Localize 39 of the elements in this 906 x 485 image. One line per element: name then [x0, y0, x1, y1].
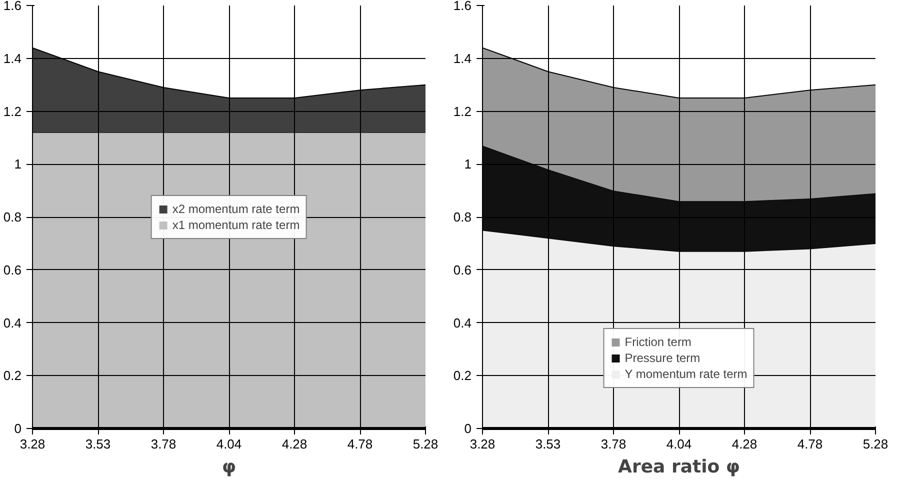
x-tick-label: 5.28	[862, 436, 888, 452]
y-tick-label: 0.4	[3, 315, 22, 330]
x-tick-label: 4.78	[797, 436, 823, 452]
x-tick-label: 3.78	[600, 436, 626, 452]
x-tick-label: 3.53	[85, 436, 111, 452]
x-tick-label: 4.04	[666, 436, 692, 452]
legend-label: Pressure term	[624, 351, 700, 365]
x-axis-title: Area ratio φ	[618, 456, 740, 478]
y-tick-label: 0.2	[3, 368, 22, 384]
x-tick-label: 3.78	[150, 436, 176, 452]
y-tick-label: 0.6	[453, 262, 472, 278]
y-tick-label: 0.2	[453, 368, 472, 384]
x-axis-title: φ	[222, 456, 236, 478]
x-tick-label: 5.28	[412, 436, 438, 452]
x-tick-label: 4.04	[216, 436, 242, 452]
y-tick-label: 1.2	[453, 104, 472, 119]
y-tick-label: 0.8	[3, 210, 22, 224]
x-tick-label: 4.28	[282, 436, 308, 452]
y-tick-label: 1.4	[453, 50, 472, 66]
x-tick-label: 4.78	[347, 436, 373, 452]
y-tick-label: 1.6	[453, 0, 472, 13]
legend-label: Y momentum rate term	[624, 367, 748, 381]
x-tick-label: 3.28	[470, 436, 496, 452]
x-tick-label: 4.28	[732, 436, 758, 452]
y-tick-label: 1	[14, 156, 22, 172]
y-tick-label: 0	[464, 421, 472, 436]
legend-label: x1 momentum rate term	[172, 218, 300, 232]
y-tick-label: 0.8	[453, 210, 472, 224]
y-tick-label: 0.6	[3, 262, 22, 278]
y-tick-label: 1	[464, 156, 472, 172]
y-tick-label: 0	[14, 421, 22, 436]
y-tick-label: 0.4	[453, 315, 472, 330]
y-tick-label: 1.6	[3, 0, 22, 13]
legend-label: x2 momentum rate term	[172, 202, 300, 216]
x-tick-label: 3.28	[20, 436, 46, 452]
y-tick-label: 1.2	[3, 104, 22, 119]
y-tick-label: 1.4	[3, 50, 22, 66]
x-tick-label: 3.53	[535, 436, 561, 452]
legend-label: Friction term	[624, 335, 692, 349]
